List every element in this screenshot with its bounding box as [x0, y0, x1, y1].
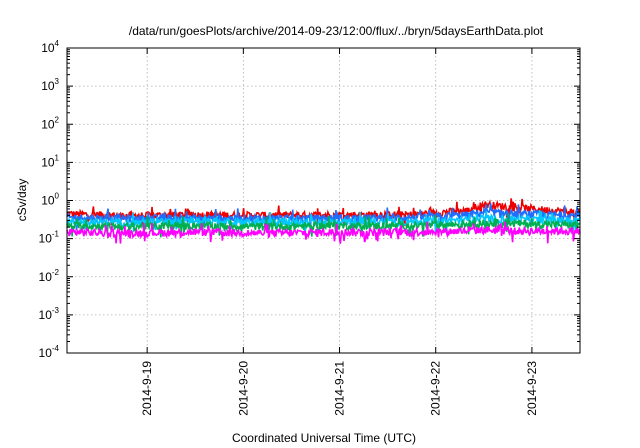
y-tick-label: 100	[41, 192, 59, 208]
y-tick-label: 102	[41, 115, 59, 131]
y-tick-label: 10-3	[39, 306, 60, 322]
x-axis: 2014-9-19 2014-9-20 2014-9-21 2014-9-22 2014…	[140, 48, 539, 416]
y-axis-label: cSv/day	[15, 179, 29, 222]
chart-title: /data/run/goesPlots/archive/2014-09-23/1…	[129, 24, 544, 38]
x-tick-label: 2014-9-23	[525, 361, 539, 416]
y-tick-label: 101	[41, 153, 59, 169]
y-tick-label: 10-4	[39, 344, 60, 360]
x-axis-label: Coordinated Universal Time (UTC)	[232, 431, 416, 445]
x-tick-label: 2014-9-19	[140, 361, 154, 416]
y-tick-label: 10-2	[39, 268, 60, 284]
y-tick-label: 104	[41, 39, 59, 55]
series-layer	[66, 198, 581, 244]
y-tick-label: 103	[41, 77, 59, 93]
x-tick-label: 2014-9-22	[429, 361, 443, 416]
grid	[67, 48, 580, 353]
series-line-5	[66, 221, 581, 244]
x-tick-label: 2014-9-21	[333, 361, 347, 416]
y-axis: 10-4 10-3 10-2 10-1 100 101 102 103 104	[39, 39, 580, 360]
x-tick-label: 2014-9-20	[236, 361, 250, 416]
y-tick-label: 10-1	[39, 230, 60, 246]
